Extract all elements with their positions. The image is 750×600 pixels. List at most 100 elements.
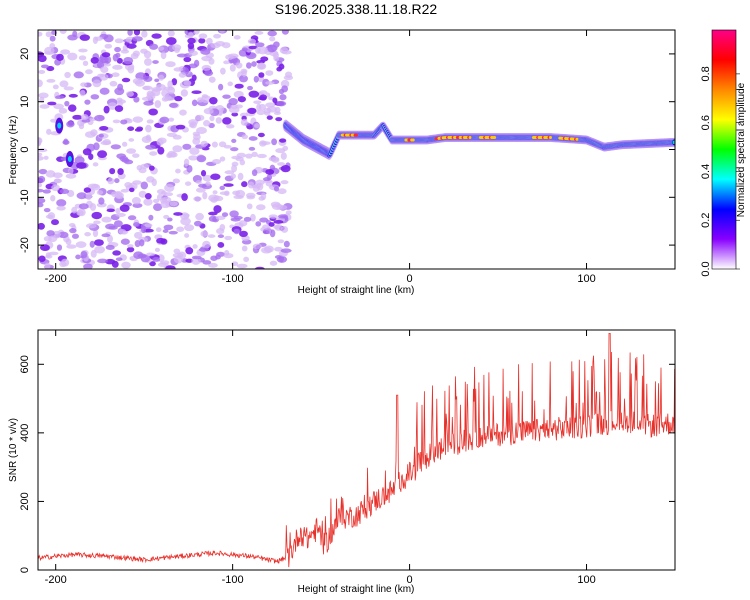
colorbar-tick-label: 0.6 xyxy=(700,115,712,130)
noise-blob xyxy=(258,62,266,70)
noise-blob xyxy=(127,126,135,131)
snr-x-ticks: -200 -100 0 100 xyxy=(45,330,596,586)
noise-blob xyxy=(133,30,141,36)
noise-blob xyxy=(254,266,265,269)
noise-blob xyxy=(172,44,182,51)
noise-blob xyxy=(156,188,166,195)
noise-blob xyxy=(143,75,153,82)
noise-blob xyxy=(198,247,210,252)
noise-blob xyxy=(187,37,196,44)
noise-blob xyxy=(159,116,170,124)
noise-blob xyxy=(235,62,243,69)
noise-blob xyxy=(234,83,244,89)
noise-blob xyxy=(38,31,43,37)
y-tick-label: 0 xyxy=(19,567,31,573)
noise-blob xyxy=(252,243,262,250)
noise-blob xyxy=(200,48,211,55)
noise-blob xyxy=(181,193,188,201)
noise-blob xyxy=(209,115,215,122)
noise-blob xyxy=(263,107,272,114)
noise-blob xyxy=(114,105,124,112)
noise-blob xyxy=(201,94,209,99)
noise-blob xyxy=(219,223,226,231)
noise-blob xyxy=(94,114,105,122)
noise-blob xyxy=(269,260,278,266)
noise-blob xyxy=(125,91,134,97)
spectrogram-y-ticks: -20 -10 0 10 20 xyxy=(19,48,675,253)
snr-y-label: SNR (10 * v/v) xyxy=(8,418,19,482)
noise-blob xyxy=(246,203,253,210)
noise-blob xyxy=(111,72,120,78)
colorbar-tick-label: 0.8 xyxy=(700,66,712,81)
noise-blob xyxy=(138,190,147,198)
noise-blob xyxy=(231,164,238,173)
noise-blob xyxy=(224,170,235,175)
noise-blob xyxy=(84,232,91,237)
noise-blob xyxy=(209,97,218,105)
noise-blob xyxy=(114,87,125,96)
noise-blob xyxy=(195,180,202,184)
noise-blob xyxy=(101,216,112,223)
noise-blob xyxy=(163,224,174,231)
noise-blob xyxy=(188,155,199,161)
x-tick-label: 0 xyxy=(407,574,413,586)
ridge-hot xyxy=(575,137,579,141)
noise-blob xyxy=(198,38,206,44)
noise-blob xyxy=(154,247,161,253)
noise-blob xyxy=(48,251,59,256)
ridge-core xyxy=(672,140,675,145)
noise-blob xyxy=(56,53,64,61)
noise-blob xyxy=(260,56,269,62)
noise-blob xyxy=(176,226,185,232)
spectrogram-signal-ridge xyxy=(282,119,675,160)
noise-blob xyxy=(210,173,221,181)
noise-blob xyxy=(211,141,218,148)
noise-blob xyxy=(94,239,104,246)
noise-blob xyxy=(219,191,230,196)
noise-blob xyxy=(67,34,78,41)
noise-blob xyxy=(280,79,290,88)
noise-blob xyxy=(169,151,178,158)
noise-blob xyxy=(228,106,240,114)
noise-blob xyxy=(123,56,134,65)
noise-blob xyxy=(165,37,177,46)
noise-blob xyxy=(40,244,50,251)
noise-blob xyxy=(173,67,184,72)
noise-blob xyxy=(202,260,212,265)
noise-blob xyxy=(208,57,215,65)
noise-blob xyxy=(215,117,222,124)
noise-blob xyxy=(184,181,192,186)
noise-blob xyxy=(251,151,258,157)
snr-frame xyxy=(37,329,676,571)
noise-blob xyxy=(52,84,59,90)
noise-blob xyxy=(247,38,257,44)
noise-blob xyxy=(53,103,65,110)
noise-blob xyxy=(213,33,222,39)
noise-blob xyxy=(280,180,289,185)
noise-blob xyxy=(280,165,291,173)
noise-blob xyxy=(127,215,137,221)
noise-blob xyxy=(241,134,248,140)
noise-blob xyxy=(63,86,74,91)
noise-blob xyxy=(251,61,257,67)
noise-blob xyxy=(121,261,131,269)
noise-blob xyxy=(171,78,178,86)
noise-blob xyxy=(38,182,43,188)
noise-blob xyxy=(268,214,278,219)
noise-blob xyxy=(236,152,247,158)
noise-blob xyxy=(173,212,183,216)
noise-blob xyxy=(223,60,230,65)
noise-blob xyxy=(79,89,86,97)
noise-blob xyxy=(63,138,69,145)
noise-blob xyxy=(205,181,211,186)
noise-blob xyxy=(191,74,197,82)
noise-blob xyxy=(132,116,143,123)
noise-blob xyxy=(156,193,163,201)
noise-blob xyxy=(277,239,285,244)
noise-blob xyxy=(92,79,102,88)
noise-blob xyxy=(99,125,109,131)
noise-blob xyxy=(92,162,99,167)
noise-blob xyxy=(152,257,161,262)
noise-blob xyxy=(200,230,209,237)
noise-blob xyxy=(129,187,135,193)
